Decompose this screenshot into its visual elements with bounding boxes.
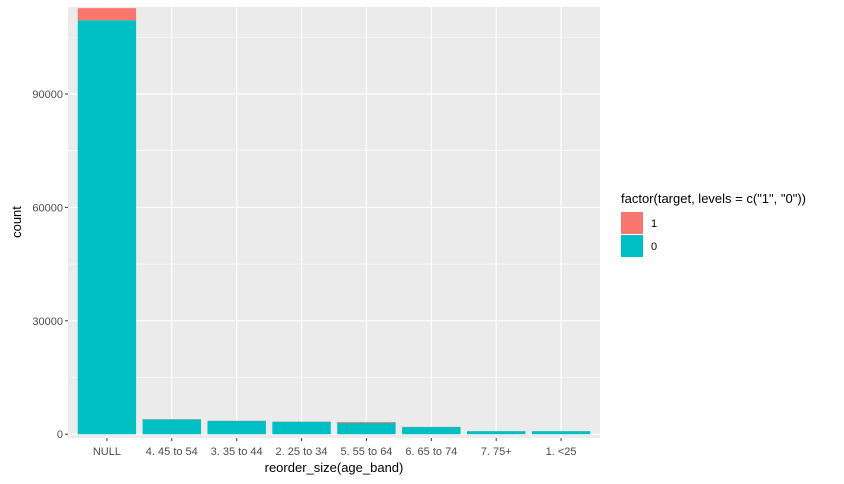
bar-segment-0 bbox=[207, 420, 266, 435]
x-tick-label: 3. 35 to 44 bbox=[211, 446, 263, 458]
bar-segment-0 bbox=[272, 421, 331, 435]
legend-label-1: 1 bbox=[651, 218, 657, 230]
bar-segment-0 bbox=[142, 419, 201, 435]
bar-segment-0 bbox=[402, 427, 461, 435]
bars bbox=[77, 8, 591, 435]
grid-minor bbox=[68, 36, 600, 378]
x-tick-label: 4. 45 to 54 bbox=[146, 446, 198, 458]
plot-panel bbox=[68, 7, 600, 438]
x-axis: NULL 4. 45 to 54 3. 35 to 44 2. 25 to 34 5. … bbox=[93, 438, 577, 458]
x-axis-title: reorder_size(age_band) bbox=[265, 460, 404, 475]
x-tick-label: 5. 55 to 64 bbox=[340, 446, 392, 458]
y-tick-label: 30000 bbox=[32, 316, 63, 328]
bar-segment-1 bbox=[77, 8, 137, 21]
y-tick-label: 60000 bbox=[32, 202, 63, 214]
x-tick-label: NULL bbox=[93, 446, 121, 458]
legend-key-1 bbox=[621, 212, 643, 234]
legend: factor(target, levels = c("1", "0")) 1 0 bbox=[621, 191, 806, 257]
y-axis-title: count bbox=[9, 206, 24, 238]
bar-segment-1 bbox=[337, 421, 396, 423]
legend-key-0 bbox=[621, 235, 643, 257]
x-tick-label: 1. <25 bbox=[546, 446, 577, 458]
legend-label-0: 0 bbox=[651, 241, 657, 253]
bar-segment-0 bbox=[467, 431, 526, 435]
bar-segment-0 bbox=[337, 422, 396, 435]
y-tick-label: 0 bbox=[57, 429, 63, 441]
bar-segment-0 bbox=[531, 431, 591, 435]
y-axis: 0 30000 60000 90000 bbox=[32, 89, 68, 441]
y-tick-label: 90000 bbox=[32, 89, 63, 101]
legend-title: factor(target, levels = c("1", "0")) bbox=[621, 191, 806, 206]
grid-major bbox=[68, 7, 600, 438]
x-tick-label: 6. 65 to 74 bbox=[405, 446, 457, 458]
bar-segment-0 bbox=[77, 20, 137, 435]
x-tick-label: 2. 25 to 34 bbox=[276, 446, 328, 458]
x-tick-label: 7. 75+ bbox=[481, 446, 512, 458]
